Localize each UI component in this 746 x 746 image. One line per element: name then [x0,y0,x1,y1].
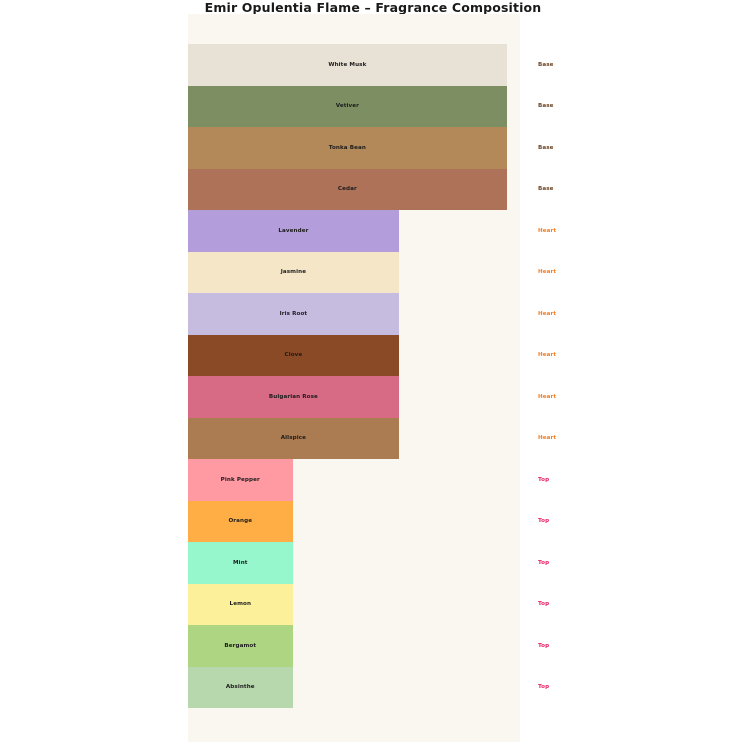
note-bar[interactable] [188,168,507,210]
note-bar[interactable] [188,583,293,625]
group-label-heart: Heart [538,227,557,234]
note-bar[interactable] [188,459,293,501]
note-bar[interactable] [188,376,399,418]
bar-row: Pink Pepper [188,459,520,501]
group-label-top: Top [538,601,550,608]
note-bar[interactable] [188,44,507,86]
bar-row: White Musk [188,44,520,86]
group-label-top: Top [538,476,550,483]
group-label-heart: Heart [538,393,557,400]
bar-row: Iris Root [188,293,520,335]
note-bar[interactable] [188,625,293,667]
group-label-top: Top [538,642,550,649]
group-label-heart: Heart [538,310,557,317]
note-bar[interactable] [188,500,293,542]
note-bar[interactable] [188,334,399,376]
group-label-heart: Heart [538,352,557,359]
group-label-top: Top [538,684,550,691]
group-label-top: Top [538,518,550,525]
chart-title: Emir Opulentia Flame – Fragrance Composi… [204,0,542,15]
bar-row: Bergamot [188,625,520,667]
bar-row: Clove [188,334,520,376]
group-label-base: Base [538,186,554,193]
group-label-base: Base [538,61,554,68]
note-bar[interactable] [188,210,399,252]
bar-row: Absinthe [188,666,520,708]
bar-row: Vetiver [188,85,520,127]
group-label-heart: Heart [538,269,557,276]
note-bar[interactable] [188,542,293,584]
plot-panel: White Musk Vetiver Tonka Bean Cedar Lavender… [188,14,520,742]
bar-row: Allspice [188,417,520,459]
group-label-heart: Heart [538,435,557,442]
bar-row: Orange [188,500,520,542]
note-bar[interactable] [188,293,399,335]
bar-row: Jasmine [188,251,520,293]
group-label-top: Top [538,559,550,566]
group-label-base: Base [538,103,554,110]
note-bar[interactable] [188,251,399,293]
bar-row: Cedar [188,168,520,210]
group-label-base: Base [538,144,554,151]
note-bar[interactable] [188,666,293,708]
bar-row: Tonka Bean [188,127,520,169]
note-bar[interactable] [188,85,507,127]
bar-row: Lemon [188,583,520,625]
bar-row: Mint [188,542,520,584]
note-bar[interactable] [188,127,507,169]
bar-row: Bulgarian Rose [188,376,520,418]
note-bar[interactable] [188,417,399,459]
bar-row: Lavender [188,210,520,252]
